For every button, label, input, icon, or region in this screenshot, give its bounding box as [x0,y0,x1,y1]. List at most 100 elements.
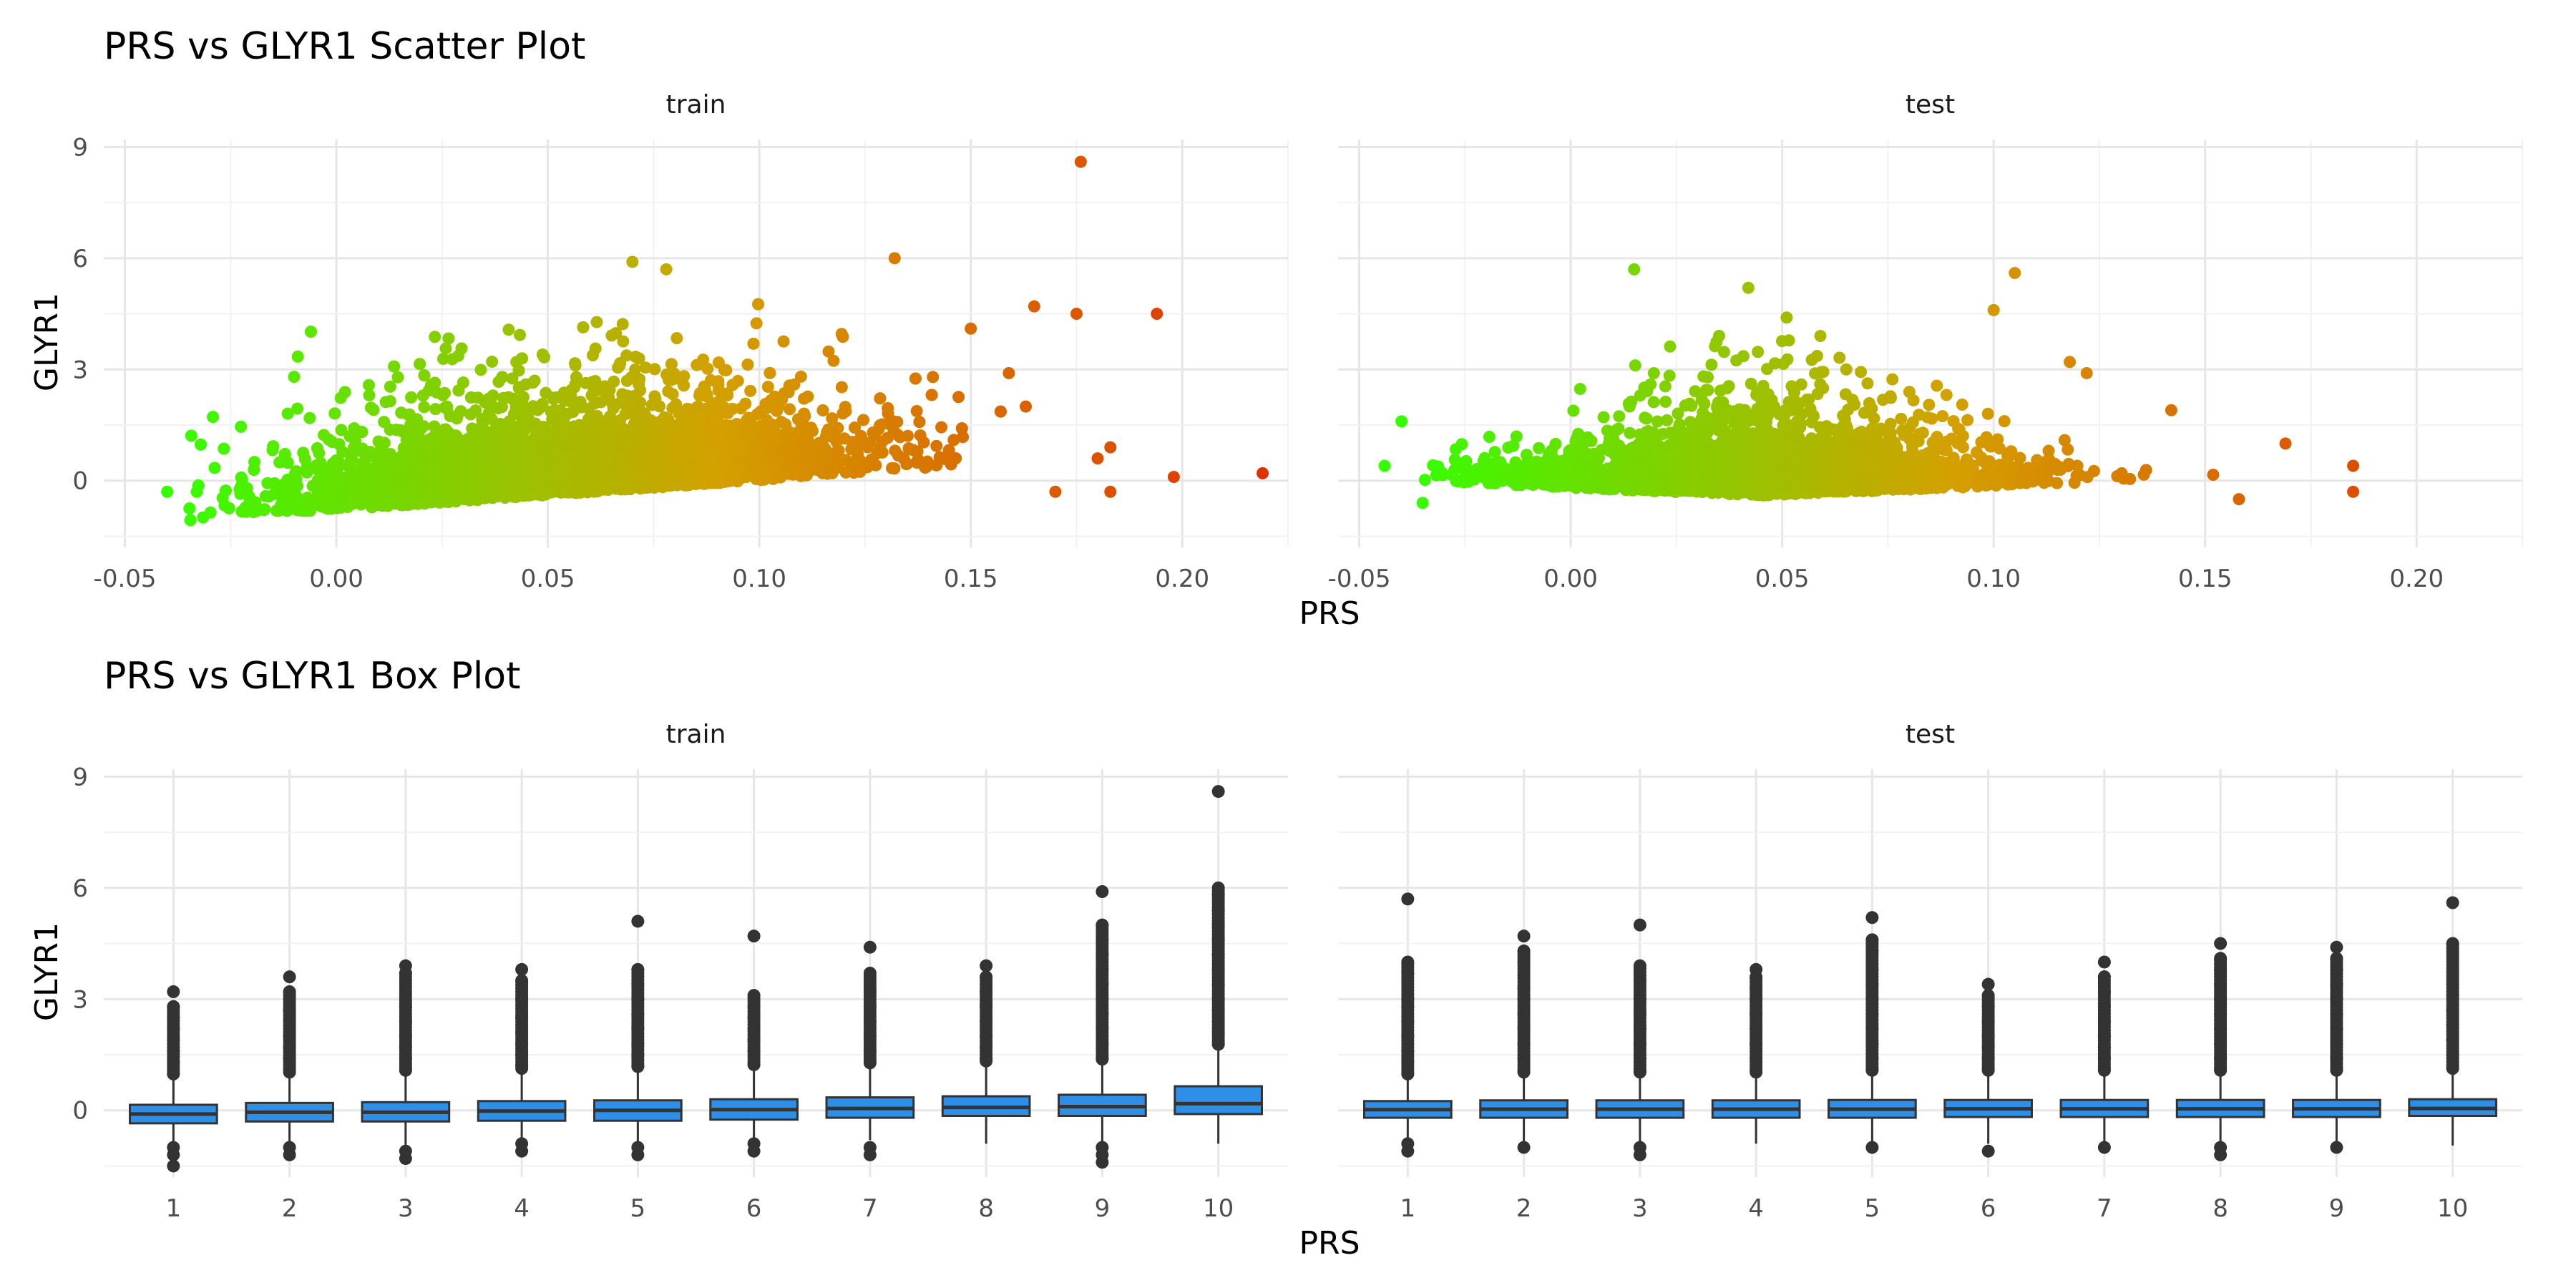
scatter-point [414,477,426,489]
scatter-point [758,423,771,436]
scatter-point [867,426,879,439]
scatter-point [363,389,376,401]
scatter-point [305,326,318,338]
scatter-point [930,439,943,452]
scatter-point [839,401,852,414]
scatter-point [714,442,727,455]
scatter-point [891,429,904,441]
scatter-point [882,402,894,415]
scatter-point [356,426,369,439]
scatter-point [249,496,262,509]
box-y-axis-title: GLYR1 [29,922,65,1021]
scatter-point [436,389,449,401]
scatter-point [794,370,807,383]
scatter-point [910,404,923,417]
scatter-point [449,443,462,456]
scatter-point [406,434,419,447]
scatter-point [428,420,441,433]
scatter-point [552,477,565,489]
scatter-point [459,454,472,467]
scatter-point [398,498,411,511]
scatter-point [418,369,431,382]
scatter-point [365,401,378,414]
scatter-point [911,445,924,458]
scatter-point [933,451,946,464]
scatter-point [595,396,608,409]
scatter-point [687,472,700,484]
scatter-x-axis-title: PRS [1299,595,1360,632]
scatter-point [219,484,232,497]
scatter-point [411,413,424,426]
scatter-point [697,353,710,366]
scatter-point [747,337,760,350]
scatter-point [761,399,774,411]
scatter-point [637,406,650,419]
scatter-point [721,406,734,419]
scatter-point [994,405,1007,418]
scatter-point [947,434,960,447]
scatter-point [831,449,844,462]
scatter-point [741,358,754,371]
scatter-point [874,392,887,405]
scatter-point [291,402,304,415]
scatter-point [780,426,793,439]
scatter-x-tick-label: 0.15 [944,565,998,593]
scatter-point [429,376,441,389]
scatter-point [331,464,343,477]
scatter-y-axis-title: GLYR1 [29,293,65,391]
scatter-point [388,360,401,373]
scatter-facet-label-train: train [666,90,726,119]
scatter-point [876,446,889,459]
scatter-point [665,358,678,371]
scatter-point [464,391,477,404]
scatter-point [620,482,633,494]
scatter-point [854,429,867,442]
scatter-point [606,419,619,431]
scatter-point [801,390,814,403]
scatter-point [726,431,738,444]
scatter-point [577,321,590,333]
scatter-point [838,432,851,445]
scatter-point [429,403,442,416]
scatter-point [591,429,604,442]
scatter-point [316,492,329,504]
scatter-point [891,416,904,429]
scatter-point [569,357,582,370]
scatter-point [414,358,426,371]
scatter-point [573,419,586,431]
scatter-point [429,331,441,343]
scatter-point [452,384,465,397]
scatter-point [557,418,570,431]
scatter-point [527,376,540,389]
scatter-point [705,396,718,409]
scatter-point [319,462,332,475]
scatter-point [739,397,752,410]
scatter-point [640,478,653,491]
scatter-point [301,466,313,479]
scatter-point [763,366,776,379]
scatter-point [281,457,294,469]
scatter-point [325,502,338,515]
scatter-point [548,438,561,451]
scatter-point [831,421,844,434]
scatter-point [804,456,816,469]
scatter-point [620,374,633,387]
scatter-point [240,505,253,518]
scatter-point [335,424,348,436]
scatter-point [867,457,880,469]
scatter-point [442,332,455,345]
scatter-point [888,462,901,475]
scatter-point [455,342,468,355]
scatter-point [564,438,577,451]
scatter-y-tick-label: 6 [72,245,88,273]
scatter-point [701,446,714,459]
scatter-point [204,506,217,519]
scatter-point [390,424,403,436]
scatter-point [183,502,196,515]
scatter-point [184,514,197,527]
scatter-point [337,492,350,504]
scatter-point [925,389,938,401]
scatter-point [927,371,940,384]
scatter-point [208,462,221,474]
scatter-point [624,397,637,410]
